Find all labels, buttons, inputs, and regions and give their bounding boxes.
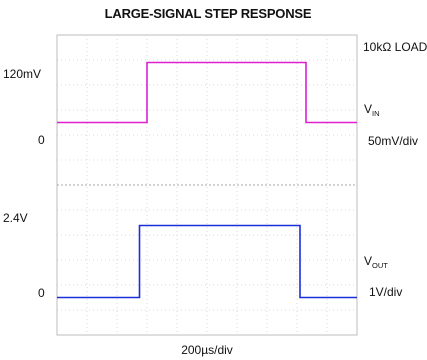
vout-scale-label: 1V/div <box>369 285 403 299</box>
vout-trace-subscript: OUT <box>372 261 388 270</box>
x-scale-label: 200µs/div <box>181 343 233 357</box>
vout-ylabel-top: 2.4V <box>3 211 28 225</box>
vin-ylabel-zero: 0 <box>38 133 45 147</box>
vout-trace-letter: V <box>364 254 373 268</box>
vout-ylabel-zero: 0 <box>38 286 45 300</box>
vin-ylabel-top: 120mV <box>3 67 42 81</box>
vin-trace-subscript: IN <box>372 109 380 118</box>
vin-scale-label: 50mV/div <box>368 134 419 148</box>
chart-title: LARGE-SIGNAL STEP RESPONSE <box>104 6 312 21</box>
vout-trace-label: VOUT <box>364 254 388 270</box>
vout-trace <box>57 224 357 299</box>
load-label: 10kΩ LOAD <box>363 40 427 54</box>
vin-trace <box>57 61 357 124</box>
vin-trace-letter: V <box>364 102 373 116</box>
vin-trace-label: VIN <box>364 102 380 118</box>
